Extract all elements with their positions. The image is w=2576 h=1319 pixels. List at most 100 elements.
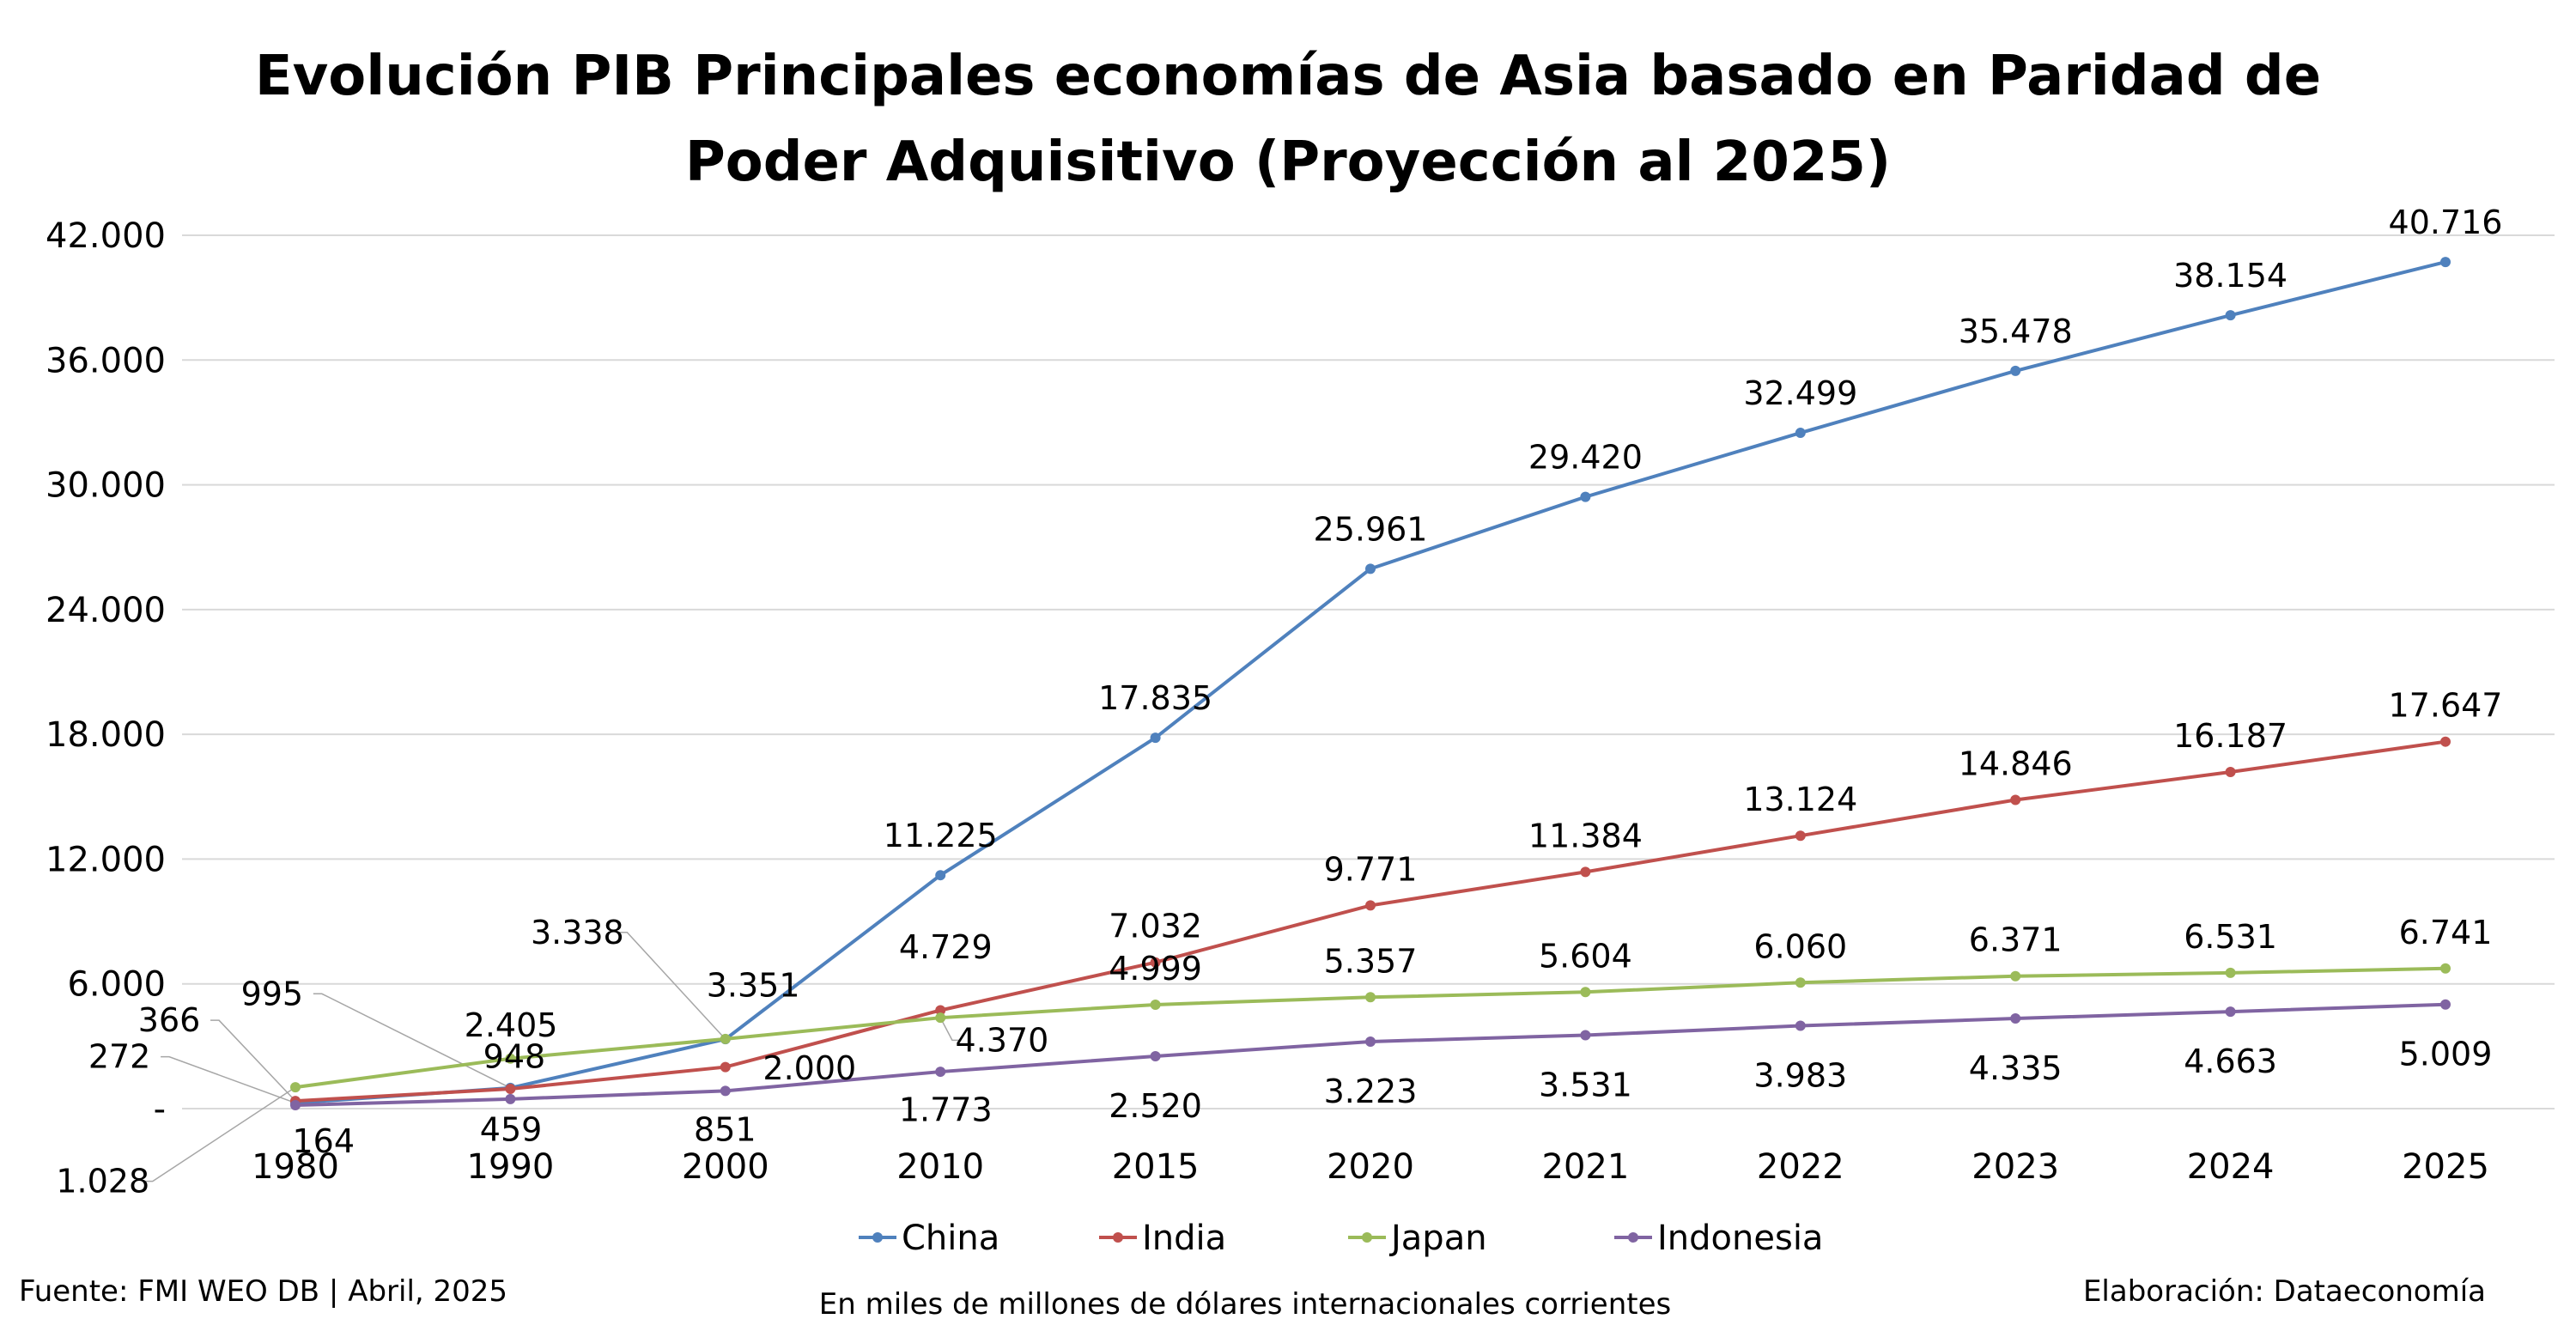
data-label-indonesia: 459 xyxy=(480,1111,543,1149)
data-label-japan: 4.370 xyxy=(956,1021,1049,1059)
y-tick-label: 30.000 xyxy=(46,466,166,506)
data-point-japan xyxy=(1580,987,1591,998)
x-tick-label: 2015 xyxy=(1112,1147,1200,1187)
data-point-china xyxy=(1795,428,1806,439)
data-point-japan xyxy=(1150,999,1161,1010)
data-point-japan xyxy=(720,1033,731,1044)
data-label-indonesia: 3.531 xyxy=(1539,1066,1632,1103)
y-tick-label: 12.000 xyxy=(46,840,166,879)
leader-line xyxy=(618,932,726,1040)
chart-title-line-2: Poder Adquisitivo (Proyección al 2025) xyxy=(685,131,1891,194)
data-label-indonesia: 3.983 xyxy=(1753,1057,1847,1095)
data-point-china xyxy=(2225,310,2236,321)
data-point-indonesia xyxy=(2440,999,2451,1010)
data-point-indonesia xyxy=(505,1093,516,1104)
data-point-indonesia xyxy=(1580,1030,1591,1041)
data-point-india xyxy=(2440,736,2451,747)
data-point-india xyxy=(505,1084,516,1095)
y-tick-label: 6.000 xyxy=(67,965,166,1005)
data-point-indonesia xyxy=(1150,1050,1161,1061)
data-point-china xyxy=(2440,257,2451,268)
data-point-china xyxy=(1150,732,1161,744)
data-label-japan: 6.060 xyxy=(1753,927,1847,965)
x-tick-label: 2025 xyxy=(2402,1147,2489,1187)
legend-label-indonesia: Indonesia xyxy=(1657,1219,1823,1258)
data-label-japan: 3.351 xyxy=(707,967,800,1005)
data-point-india xyxy=(1365,900,1376,911)
y-tick-label: 36.000 xyxy=(46,341,166,380)
y-tick-label: - xyxy=(154,1090,166,1129)
data-label-japan: 1.028 xyxy=(56,1163,149,1200)
x-tick-label: 2010 xyxy=(896,1147,984,1187)
x-tick-label: 2024 xyxy=(2187,1147,2275,1187)
data-point-india xyxy=(1580,866,1591,878)
data-label-japan: 5.604 xyxy=(1539,937,1632,975)
data-label-china: 29.420 xyxy=(1528,439,1643,477)
data-label-china: 272 xyxy=(88,1038,151,1076)
footer-source: Fuente: FMI WEO DB | Abril, 2025 xyxy=(19,1274,507,1309)
data-label-indonesia: 5.009 xyxy=(2399,1036,2493,1073)
data-label-india: 948 xyxy=(483,1038,546,1076)
data-point-china xyxy=(1580,491,1591,502)
data-label-japan: 6.531 xyxy=(2184,918,2277,956)
footer-credit: Elaboración: Dataeconomía xyxy=(2083,1274,2486,1309)
x-tick-label: 2022 xyxy=(1757,1147,1844,1187)
data-label-china: 17.835 xyxy=(1098,679,1212,717)
x-tick-label: 1980 xyxy=(252,1147,339,1187)
legend-label-china: China xyxy=(902,1219,999,1258)
data-label-japan: 4.999 xyxy=(1109,950,1202,988)
data-point-japan xyxy=(935,1012,946,1024)
data-point-india xyxy=(1150,957,1161,968)
data-point-india xyxy=(2225,767,2236,778)
data-point-indonesia xyxy=(935,1067,946,1078)
x-tick-label: 2021 xyxy=(1542,1147,1630,1187)
legend-marker xyxy=(1113,1232,1123,1243)
legend-marker xyxy=(1362,1232,1372,1243)
data-point-indonesia xyxy=(290,1100,301,1111)
data-label-indonesia: 4.335 xyxy=(1969,1049,2063,1087)
data-label-china: 25.961 xyxy=(1314,510,1428,548)
series-line-japan xyxy=(295,966,2446,1090)
leader-line xyxy=(210,1019,296,1102)
data-point-china xyxy=(935,870,946,881)
x-tick-label: 2020 xyxy=(1327,1147,1414,1187)
data-label-india: 7.032 xyxy=(1109,908,1202,945)
x-tick-label: 2000 xyxy=(682,1147,769,1187)
data-label-japan: 6.741 xyxy=(2399,914,2493,951)
footer-units: En miles de millones de dólares internac… xyxy=(819,1287,1671,1319)
leader-line xyxy=(161,1055,296,1104)
data-point-indonesia xyxy=(2010,1013,2021,1024)
legend-label-india: India xyxy=(1142,1219,1226,1258)
data-point-indonesia xyxy=(720,1085,731,1097)
data-point-japan xyxy=(2010,970,2021,982)
legend-label-japan: Japan xyxy=(1388,1219,1487,1258)
data-label-china: 32.499 xyxy=(1743,374,1857,412)
data-label-china: 38.154 xyxy=(2173,257,2287,295)
data-label-indonesia: 3.223 xyxy=(1324,1073,1418,1110)
data-point-indonesia xyxy=(1365,1036,1376,1047)
data-label-india: 11.384 xyxy=(1528,817,1643,854)
data-point-china xyxy=(1365,563,1376,574)
data-point-japan xyxy=(2225,967,2236,978)
data-label-indonesia: 1.773 xyxy=(899,1091,993,1129)
data-label-indonesia: 4.663 xyxy=(2184,1042,2277,1080)
data-label-india: 366 xyxy=(138,1001,201,1039)
y-tick-label: 24.000 xyxy=(46,591,166,630)
chart-title-line-1: Evolución PIB Principales economías de A… xyxy=(255,45,2321,108)
data-label-india: 16.187 xyxy=(2173,717,2287,755)
leader-line xyxy=(939,1017,961,1042)
data-label-india: 2.000 xyxy=(762,1049,856,1087)
legend-marker xyxy=(872,1232,883,1243)
leader-line xyxy=(313,993,511,1089)
data-point-japan xyxy=(505,1053,516,1064)
data-label-china: 40.716 xyxy=(2389,204,2503,241)
data-label-indonesia: 2.520 xyxy=(1109,1087,1202,1125)
legend-marker xyxy=(1628,1232,1638,1243)
data-point-india xyxy=(720,1061,731,1073)
data-label-india: 13.124 xyxy=(1743,781,1857,818)
data-point-japan xyxy=(1365,992,1376,1003)
data-point-indonesia xyxy=(1795,1020,1806,1031)
data-label-japan: 2.405 xyxy=(465,1006,558,1044)
data-label-indonesia: 164 xyxy=(292,1122,355,1160)
